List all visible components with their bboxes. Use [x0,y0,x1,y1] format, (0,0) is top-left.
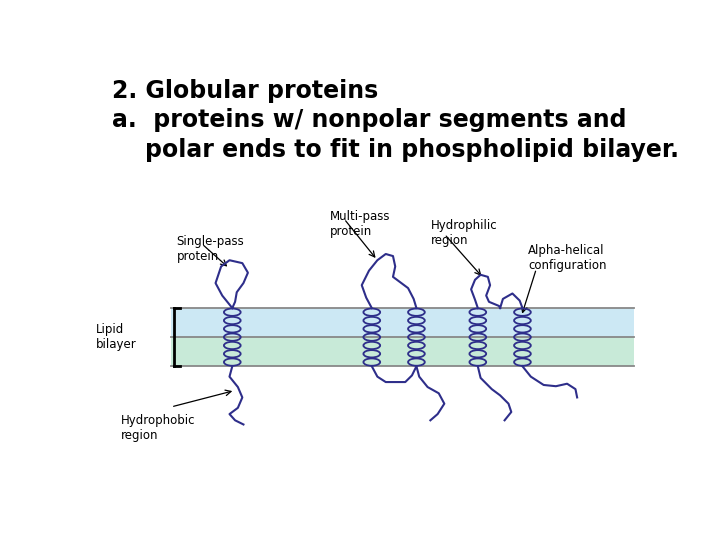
Text: a.  proteins w/ nonpolar segments and: a. proteins w/ nonpolar segments and [112,109,627,132]
Bar [171,308,634,337]
Text: Alpha-helical
configuration: Alpha-helical configuration [528,244,606,272]
Text: polar ends to fit in phospholipid bilayer.: polar ends to fit in phospholipid bilaye… [112,138,679,161]
Text: Lipid
bilayer: Lipid bilayer [96,323,136,351]
Text: 2. Globular proteins: 2. Globular proteins [112,79,379,103]
Text: Single-pass
protein: Single-pass protein [176,235,244,264]
Text: Multi-pass
protein: Multi-pass protein [330,211,390,238]
Bar [171,337,634,366]
Text: Hydrophilic
region: Hydrophilic region [431,219,497,247]
Text: Hydrophobic
region: Hydrophobic region [121,414,195,442]
